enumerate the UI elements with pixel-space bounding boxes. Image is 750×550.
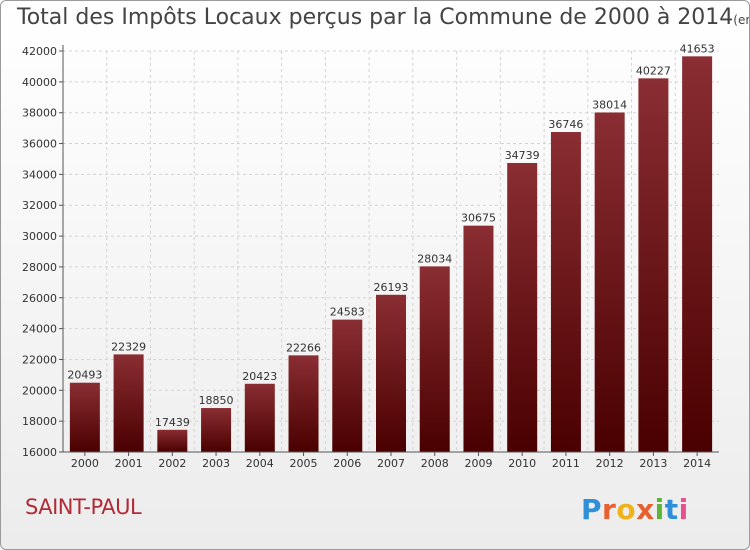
bar-value-label: 20423 [242,370,277,383]
y-tick-label: 42000 [22,45,57,58]
y-tick-label: 28000 [22,261,57,274]
x-tick-label: 2002 [158,457,186,470]
bar-value-label: 41653 [680,42,715,55]
logo-letter: P [581,493,603,526]
bar [332,319,363,452]
title-unit: (en milliers d'€) [733,13,749,27]
y-tick-label: 40000 [22,76,57,89]
bar [201,408,232,452]
x-tick-label: 2014 [683,457,711,470]
bar [244,383,275,452]
proxiti-logo: Proxiti [581,493,689,526]
bar [682,56,713,452]
chart-title: Total des Impôts Locaux perçus par la Co… [17,5,749,30]
x-tick-label: 2007 [377,457,405,470]
x-tick-label: 2004 [246,457,274,470]
logo-letter: r [602,493,617,526]
x-tick-label: 2010 [508,457,536,470]
bar [419,266,450,452]
bar-value-label: 24583 [330,306,365,319]
logo-letter: o [616,493,637,526]
bar [594,112,625,453]
bar-value-label: 34739 [505,149,540,162]
bar-value-label: 22266 [286,341,321,354]
y-tick-label: 22000 [22,353,57,366]
logo-letter: i [678,493,689,526]
y-tick-label: 38000 [22,107,57,120]
bar [69,382,100,452]
bar-value-label: 36746 [548,118,583,131]
bar-value-label: 22329 [111,340,146,353]
x-tick-label: 2003 [202,457,230,470]
bar-value-label: 18850 [199,394,234,407]
bar-value-label: 40227 [636,64,671,77]
commune-name: SAINT-PAUL [25,495,142,519]
bar [507,162,538,452]
x-tick-label: 2011 [552,457,580,470]
x-tick-label: 2001 [115,457,143,470]
y-tick-label: 24000 [22,323,57,336]
bar-value-label: 38014 [592,98,627,111]
y-tick-label: 30000 [22,230,57,243]
bar [157,429,188,452]
bars: 20493 22329 17439 18850 20423 22266 24583 26193… [67,42,715,453]
x-tick-label: 2006 [333,457,361,470]
y-tick-label: 32000 [22,199,57,212]
logo-letter: i [654,493,665,526]
y-tick-label: 16000 [22,446,57,459]
bar [288,355,319,452]
x-tick-label: 2012 [596,457,624,470]
bar [550,132,581,453]
x-tick-label: 2008 [421,457,449,470]
bar [376,294,406,452]
bar-value-label: 30675 [461,212,496,225]
logo-letter: t [664,493,679,526]
bar [113,354,144,452]
x-tick-label: 2013 [639,457,667,470]
y-tick-label: 34000 [22,168,57,181]
bar [463,225,494,452]
bar-value-label: 28034 [417,252,452,265]
bar-value-label: 26193 [374,281,409,294]
axes: 16000 18000 20000 22000 24000 26000 28000 30000… [22,45,719,470]
bar-value-label: 17439 [155,416,190,429]
y-tick-label: 18000 [22,415,57,428]
bar-value-label: 20493 [67,369,102,382]
title-main: Total des Impôts Locaux perçus par la Co… [17,5,734,30]
y-tick-label: 26000 [22,292,57,305]
x-tick-label: 2009 [464,457,492,470]
x-tick-label: 2000 [71,457,99,470]
y-tick-label: 36000 [22,138,57,151]
x-tick-label: 2005 [290,457,318,470]
logo-letter: x [636,493,655,526]
y-tick-label: 20000 [22,384,57,397]
bar [638,78,669,452]
